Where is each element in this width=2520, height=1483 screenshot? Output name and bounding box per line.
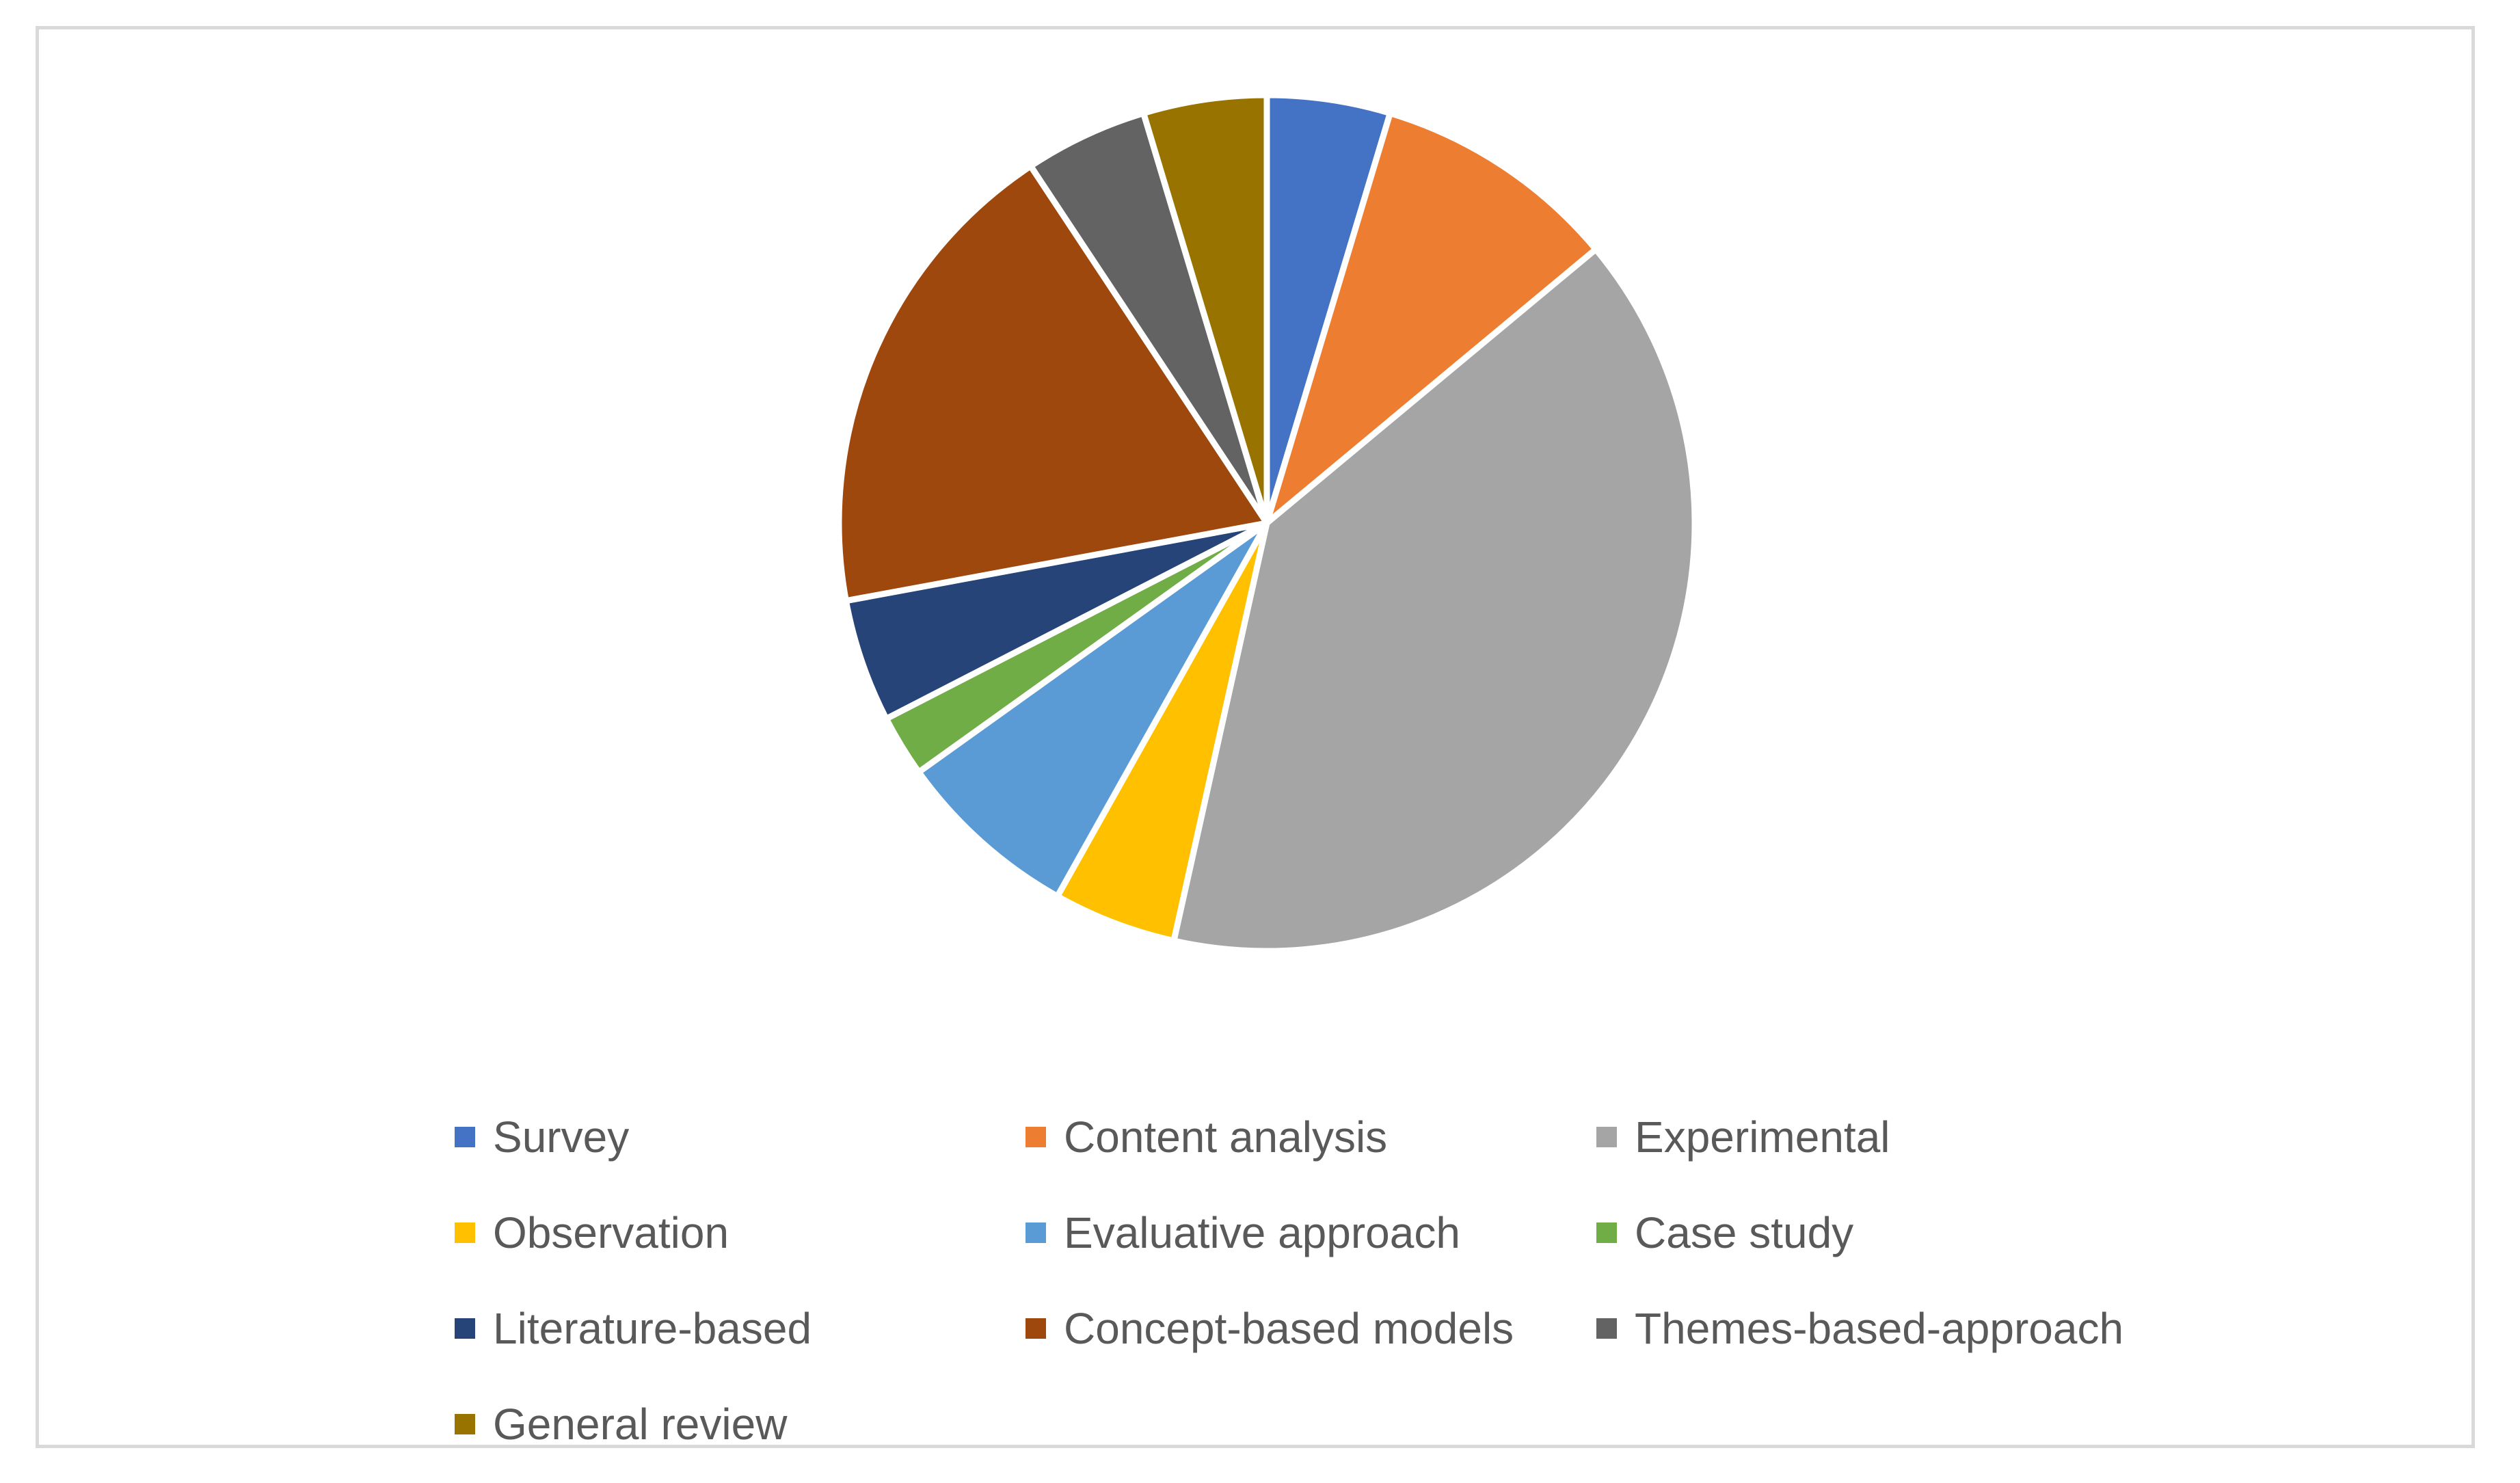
legend-swatch (1026, 1318, 1046, 1339)
legend-label: Literature-based (493, 1304, 812, 1353)
legend-label: Themes-based-approach (1635, 1304, 2124, 1353)
chart-legend: Survey Content analysis Experimental Observ… (455, 1089, 2232, 1472)
legend-swatch (1596, 1127, 1617, 1147)
legend-swatch (1596, 1223, 1617, 1243)
pie-slice-evaluative-approach (915, 520, 1270, 900)
legend-item-experimental: Experimental (1596, 1089, 2232, 1185)
legend-swatch (455, 1318, 475, 1339)
legend-item-case-study: Case study (1596, 1185, 2232, 1281)
legend-swatch (455, 1414, 475, 1434)
pie-slice-experimental (1170, 246, 1698, 954)
legend-item-survey: Survey (455, 1089, 1026, 1185)
legend-label: General review (493, 1400, 788, 1449)
pie-chart (835, 92, 1698, 954)
legend-label: Survey (493, 1112, 630, 1162)
legend-item-evaluative-approach: Evaluative approach (1026, 1185, 1596, 1281)
legend-label: Content analysis (1064, 1112, 1388, 1162)
legend-swatch (1596, 1318, 1617, 1339)
chart-area: Survey Content analysis Experimental Observ… (36, 26, 2475, 1449)
legend-label: Observation (493, 1208, 729, 1257)
pie-slice-general-review (1140, 92, 1270, 526)
legend-label: Case study (1635, 1208, 1854, 1257)
pie-slice-content-analysis (1263, 110, 1599, 526)
legend-label: Experimental (1635, 1112, 1890, 1162)
legend-label: Concept-based models (1064, 1304, 1514, 1353)
legend-item-content-analysis: Content analysis (1026, 1089, 1596, 1185)
legend-item-literature-based: Literature-based (455, 1281, 1026, 1376)
legend-swatch (1026, 1223, 1046, 1243)
legend-label: Evaluative approach (1064, 1208, 1460, 1257)
legend-item-observation: Observation (455, 1185, 1026, 1281)
legend-item-general-review: General review (455, 1376, 1026, 1472)
pie-slices (835, 92, 1698, 954)
pie-slice-concept-based-models (835, 163, 1270, 604)
legend-swatch (1026, 1127, 1046, 1147)
legend-item-concept-based-models: Concept-based models (1026, 1281, 1596, 1376)
legend-item-themes-based-approach: Themes-based-approach (1596, 1281, 2232, 1376)
legend-swatch (455, 1127, 475, 1147)
legend-swatch (455, 1223, 475, 1243)
